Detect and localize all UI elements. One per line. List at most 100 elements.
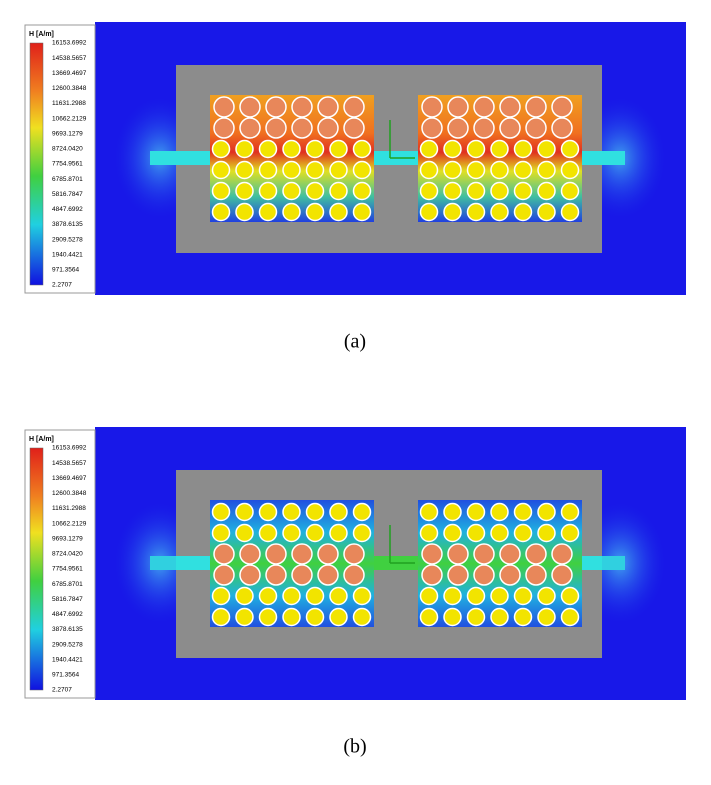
color-bar xyxy=(29,447,44,691)
conductor xyxy=(343,543,365,565)
conductor xyxy=(258,139,278,159)
legend-label: 6785.8701 xyxy=(52,176,83,183)
legend-label: 3878.6135 xyxy=(52,626,83,633)
conductor xyxy=(490,202,509,222)
conductor xyxy=(343,117,365,139)
legend-label: 5816.7847 xyxy=(52,191,83,198)
conductor xyxy=(305,139,325,159)
conductor xyxy=(537,160,556,180)
conductor xyxy=(513,607,533,627)
conductor xyxy=(560,160,580,180)
conductor xyxy=(305,502,325,522)
panel: H [A/m] 16153.6992 14538.5657 13669.4697 126… xyxy=(24,427,686,758)
conductor xyxy=(560,607,580,627)
conductor xyxy=(305,607,325,627)
conductor xyxy=(560,586,580,606)
conductor xyxy=(421,117,443,139)
conductor xyxy=(537,202,556,222)
legend-label: 2.2707 xyxy=(52,282,72,289)
conductor xyxy=(235,139,254,159)
conductor xyxy=(352,502,372,522)
conductor xyxy=(551,96,573,118)
conductor xyxy=(447,564,469,586)
conductor xyxy=(490,523,509,543)
conductor xyxy=(473,96,495,118)
conductor xyxy=(258,607,278,627)
legend-label: 6785.8701 xyxy=(52,581,83,588)
conductor xyxy=(447,96,469,118)
conductor xyxy=(265,117,287,139)
conductor xyxy=(513,139,533,159)
conductor xyxy=(560,181,580,201)
conductor xyxy=(329,523,348,543)
conductor xyxy=(466,181,486,201)
legend-label: 16153.6992 xyxy=(52,40,87,47)
conductor xyxy=(305,586,325,606)
caption: (b) xyxy=(343,736,366,758)
conductor xyxy=(537,502,556,522)
conductor xyxy=(211,586,231,606)
legend-label: 16153.6992 xyxy=(52,445,87,452)
legend-label: 14538.5657 xyxy=(52,55,87,62)
conductor xyxy=(213,96,235,118)
conductor xyxy=(537,607,556,627)
conductor xyxy=(443,160,462,180)
legend-label: 2909.5278 xyxy=(52,236,83,243)
legend-label: 1940.4421 xyxy=(52,251,83,258)
conductor xyxy=(235,502,254,522)
legend-label: 971.3564 xyxy=(52,267,79,274)
conductor xyxy=(419,586,439,606)
conductor xyxy=(447,543,469,565)
conductor xyxy=(525,117,547,139)
conductor xyxy=(419,202,439,222)
conductor xyxy=(211,139,231,159)
conductor xyxy=(239,96,261,118)
conductor xyxy=(211,502,231,522)
conductor xyxy=(499,543,521,565)
conductor xyxy=(352,139,372,159)
conductor xyxy=(282,181,301,201)
conductor xyxy=(490,586,509,606)
conductor xyxy=(352,607,372,627)
conductor xyxy=(352,586,372,606)
conductor xyxy=(499,96,521,118)
conductor xyxy=(551,543,573,565)
conductor xyxy=(551,564,573,586)
conductor xyxy=(211,202,231,222)
conductor xyxy=(282,523,301,543)
conductor xyxy=(513,181,533,201)
conductor xyxy=(490,139,509,159)
legend-label: 1940.4421 xyxy=(52,656,83,663)
legend-label: 13669.4697 xyxy=(52,70,87,77)
conductor xyxy=(305,202,325,222)
conductor xyxy=(421,564,443,586)
conductor xyxy=(443,586,462,606)
conductor xyxy=(443,607,462,627)
conductor xyxy=(235,202,254,222)
conductor xyxy=(466,523,486,543)
caption: (a) xyxy=(344,331,366,353)
legend-title: H [A/m] xyxy=(29,31,54,38)
conductor xyxy=(352,181,372,201)
conductor xyxy=(235,523,254,543)
conductor xyxy=(513,523,533,543)
conductor xyxy=(317,543,339,565)
conductor xyxy=(352,202,372,222)
conductor xyxy=(235,586,254,606)
conductor xyxy=(317,96,339,118)
legend-label: 9693.1279 xyxy=(52,130,83,137)
gap-right xyxy=(582,556,602,570)
conductor xyxy=(466,502,486,522)
conductor xyxy=(513,160,533,180)
conductor xyxy=(282,160,301,180)
conductor xyxy=(490,607,509,627)
conductor xyxy=(235,160,254,180)
conductor xyxy=(211,181,231,201)
conductor xyxy=(421,543,443,565)
conductor xyxy=(443,202,462,222)
conductor xyxy=(258,181,278,201)
legend-label: 2.2707 xyxy=(52,687,72,694)
conductor xyxy=(466,160,486,180)
legend-label: 7754.9561 xyxy=(52,161,83,168)
legend-label: 9693.1279 xyxy=(52,535,83,542)
